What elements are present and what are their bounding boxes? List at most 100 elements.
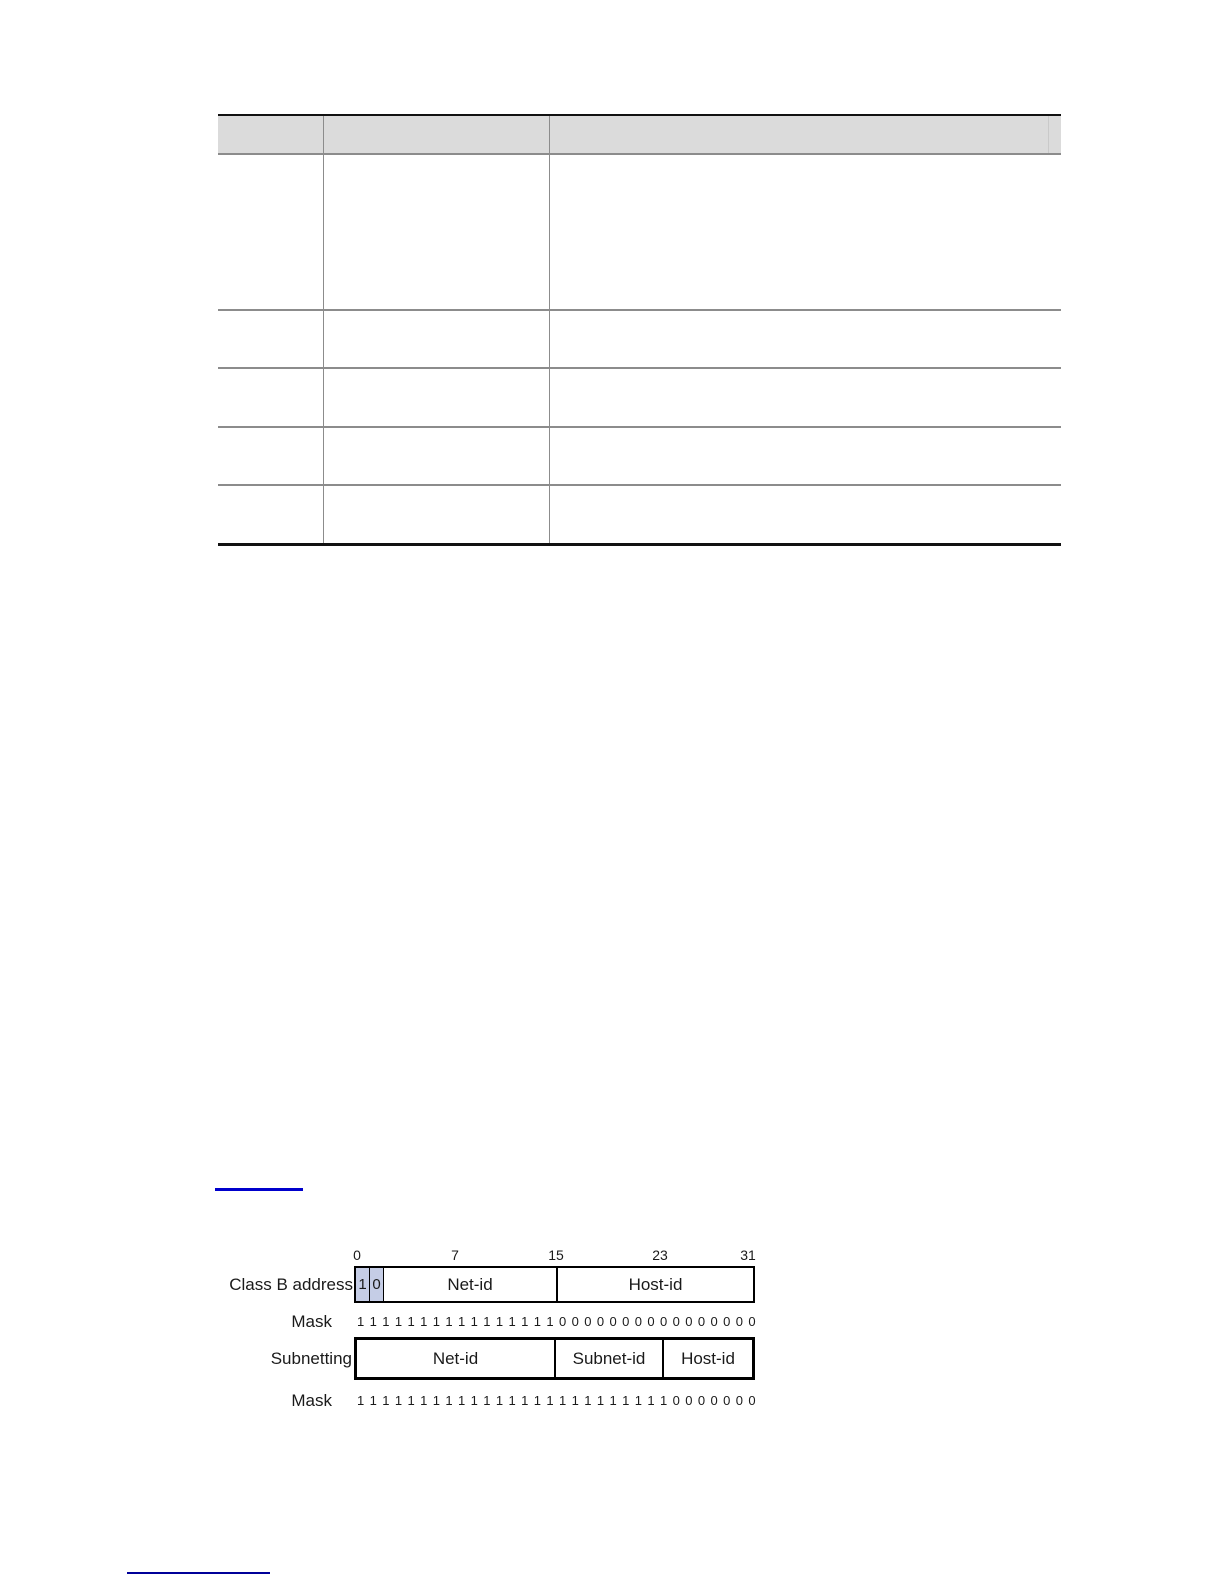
- mask-bit: 1: [382, 1393, 390, 1408]
- table-cell: [218, 311, 323, 367]
- table-header-row: [218, 116, 1061, 153]
- mask-bit: 0: [584, 1314, 592, 1329]
- mask-bit: 1: [394, 1314, 403, 1329]
- mask-bit: 0: [723, 1314, 731, 1329]
- mask-bit: 1: [470, 1314, 478, 1329]
- figure-link[interactable]: [215, 1188, 303, 1191]
- mask-bit: 1: [546, 1314, 554, 1329]
- mask-bit: 0: [660, 1314, 668, 1329]
- mask-bit: 1: [483, 1393, 491, 1408]
- data-table: [218, 114, 1061, 546]
- mask-bit: 0: [672, 1314, 680, 1329]
- mask-bit: 1: [559, 1393, 567, 1408]
- host-id-field: Host-id: [681, 1348, 735, 1368]
- prefix-bit-0: 0: [370, 1268, 384, 1301]
- mask-bit: 1: [622, 1393, 630, 1408]
- class-b-address-label: Class B address: [229, 1275, 353, 1294]
- table-row: [218, 309, 1061, 367]
- table-cell: [323, 311, 549, 367]
- mask-bit: 0: [697, 1314, 706, 1329]
- mask-bit: 1: [458, 1314, 466, 1329]
- table-cell: [323, 486, 549, 543]
- mask-label: Mask: [291, 1312, 332, 1331]
- mask-bit: 1: [369, 1314, 377, 1329]
- mask-label: Mask: [291, 1391, 332, 1410]
- table-cell: [549, 311, 1061, 367]
- net-id-field: Net-id: [384, 1268, 558, 1301]
- mask-bit: 0: [571, 1314, 579, 1329]
- mask-bit: 0: [748, 1314, 756, 1329]
- mask-bit: 1: [357, 1314, 365, 1329]
- mask-bit: 0: [748, 1393, 756, 1408]
- bit-scale-7: 7: [451, 1247, 459, 1263]
- table-cell: [549, 155, 1061, 309]
- table-body: [218, 153, 1061, 543]
- mask-bit: 1: [508, 1314, 516, 1329]
- table-cell: [323, 428, 549, 484]
- mask-bit: 0: [710, 1314, 718, 1329]
- mask-bit: 1: [521, 1393, 529, 1408]
- mask-bit: 1: [609, 1393, 617, 1408]
- table-column-divider: [549, 116, 550, 543]
- mask-bit: 1: [458, 1393, 466, 1408]
- mask-bit: 1: [495, 1393, 504, 1408]
- mask-bit: 0: [559, 1314, 567, 1329]
- table-cell: [218, 428, 323, 484]
- mask-bit: 0: [647, 1314, 655, 1329]
- table-header-cell: [323, 116, 549, 153]
- bit-scale-23: 23: [652, 1247, 668, 1263]
- mask-bit: 1: [647, 1393, 655, 1408]
- net-id-field: Net-id: [357, 1340, 556, 1377]
- class-b-address-box: 1 0 Net-id Host-id: [354, 1266, 755, 1303]
- subnet-id-field: Subnet-id: [556, 1340, 664, 1377]
- table-cell: [218, 486, 323, 543]
- subnetting-label: Subnetting: [270, 1349, 352, 1368]
- mask-bit: 1: [445, 1393, 453, 1408]
- mask-bit: 1: [521, 1314, 529, 1329]
- mask-bit: 0: [596, 1314, 605, 1329]
- mask-bit: 1: [432, 1393, 440, 1408]
- mask-bit: 1: [660, 1393, 668, 1408]
- table-row: [218, 484, 1061, 543]
- mask-bit: 1: [571, 1393, 579, 1408]
- mask-bit: 0: [622, 1314, 630, 1329]
- mask-bit: 0: [609, 1314, 617, 1329]
- table-row: [218, 426, 1061, 484]
- mask-bit: 0: [710, 1393, 718, 1408]
- mask-bit: 1: [508, 1393, 516, 1408]
- mask-bit: 1: [357, 1393, 365, 1408]
- mask-bit: 1: [407, 1314, 415, 1329]
- mask-bit: 1: [382, 1314, 390, 1329]
- mask-bit: 1: [533, 1314, 541, 1329]
- table-cell: [323, 155, 549, 309]
- footer-link[interactable]: [127, 1572, 270, 1574]
- bit-scale-15: 15: [548, 1247, 564, 1263]
- mask-bit: 0: [685, 1393, 693, 1408]
- table-cell: [549, 486, 1061, 543]
- mask-bit: 1: [407, 1393, 415, 1408]
- table-column-divider: [323, 116, 324, 543]
- mask-bit: 1: [394, 1393, 403, 1408]
- mask-bit: 0: [723, 1393, 731, 1408]
- mask-bit: 0: [672, 1393, 680, 1408]
- host-id-field: Host-id: [628, 1274, 683, 1294]
- mask-bit: 1: [420, 1393, 428, 1408]
- mask-bit: 1: [546, 1393, 554, 1408]
- mask-bit: 1: [596, 1393, 605, 1408]
- mask-bit: 1: [445, 1314, 453, 1329]
- subnetting-box: Net-id Subnet-id Host-id: [354, 1337, 755, 1380]
- mask-bit: 1: [634, 1393, 642, 1408]
- mask-bit: 0: [634, 1314, 642, 1329]
- mask-bit: 0: [735, 1314, 743, 1329]
- mask-bit: 1: [369, 1393, 377, 1408]
- bit-scale-31: 31: [740, 1247, 756, 1263]
- table-header-seam: [1048, 116, 1049, 153]
- mask-bit: 1: [483, 1314, 491, 1329]
- mask-bit: 1: [470, 1393, 478, 1408]
- mask-bit: 0: [735, 1393, 743, 1408]
- mask-bit: 0: [697, 1393, 706, 1408]
- mask-bit: 1: [584, 1393, 592, 1408]
